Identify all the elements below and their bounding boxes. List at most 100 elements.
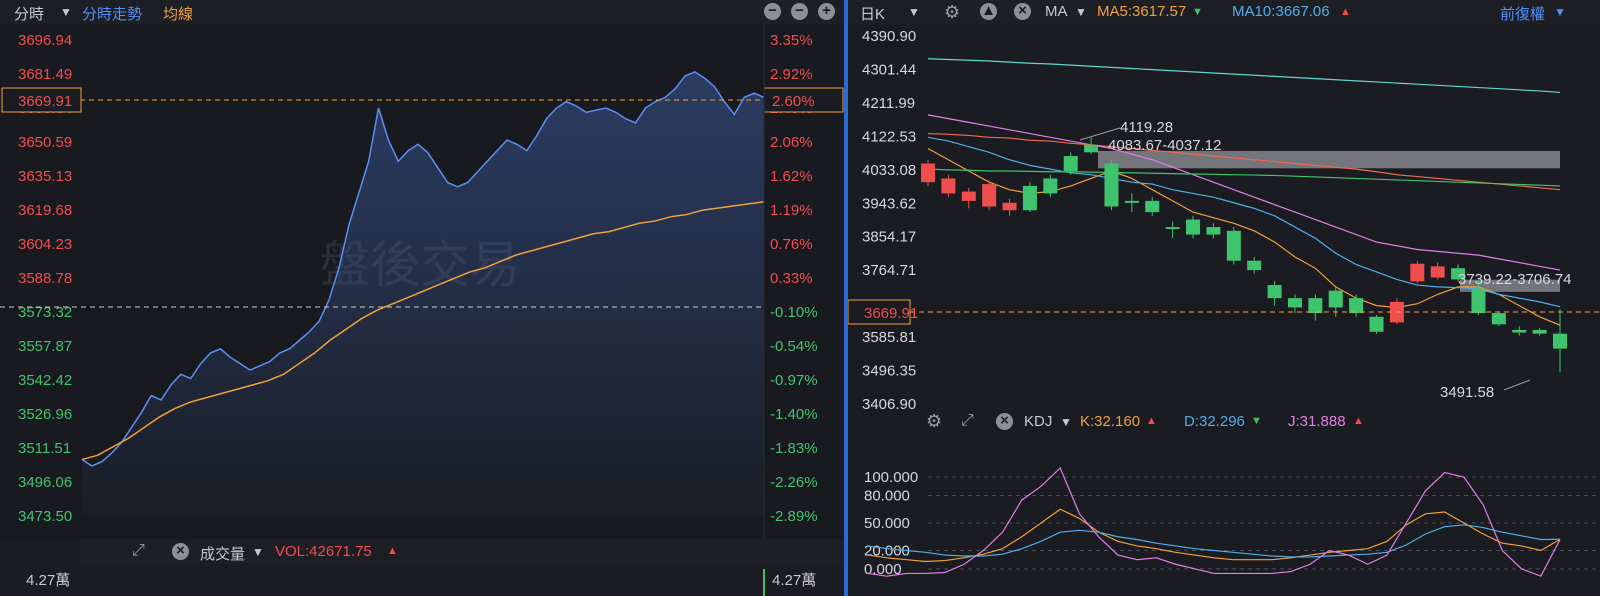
pct-tick: -0.10% [770, 304, 818, 321]
price-tick: 3619.68 [18, 202, 72, 219]
kdj-line-j [867, 466, 1561, 577]
kdj-tick: 100.000 [864, 469, 918, 486]
down-arrow-icon: ▼ [1251, 415, 1262, 427]
expand-icon[interactable]: ⤢ [961, 412, 974, 429]
zoom-in-icon[interactable]: + [818, 3, 835, 20]
price-tick: 3635.13 [18, 168, 72, 185]
pct-tick: 2.92% [770, 66, 813, 83]
ma-selector[interactable]: MA [1045, 3, 1068, 20]
remove-icon[interactable]: − [791, 3, 808, 20]
current-price-label: 3669.91 [18, 93, 72, 110]
kdj-k-value: K:32.160 [1080, 413, 1141, 430]
price-area [82, 71, 764, 517]
period-selector[interactable]: 分時 [14, 6, 45, 23]
daily-k-panel: 日K ▼ ⚙ ▲ × MA ▼ MA5:3617.57 ▼ MA10:3667.… [848, 0, 1600, 596]
price-tick: 4033.08 [862, 162, 916, 179]
kdj-line-k [867, 508, 1561, 563]
zoom-out-icon[interactable]: − [764, 3, 781, 20]
candle-body [1104, 163, 1119, 207]
candle-body [1430, 266, 1445, 278]
range-band [1098, 150, 1560, 169]
close-icon[interactable]: × [172, 543, 189, 560]
avg-legend: 均線 [163, 6, 194, 23]
expand-icon[interactable]: ⤢ [132, 542, 145, 559]
adjust-selector[interactable]: 前復權 [1500, 6, 1546, 23]
chevron-down-icon[interactable]: ▼ [1075, 5, 1087, 19]
volume-value: VOL:42671.75 [275, 543, 372, 560]
price-tick: 3585.81 [862, 329, 916, 346]
avg-line [81, 201, 765, 461]
price-tick: 3496.06 [18, 474, 72, 491]
current-pct-box [763, 87, 844, 113]
price-tick: 3542.42 [18, 372, 72, 389]
pct-tick: 1.62% [770, 168, 813, 185]
candle-body [1186, 219, 1201, 235]
price-tick: 3696.94 [18, 32, 72, 49]
kdj-j-value: J:31.888 [1288, 413, 1346, 430]
candle-body [1532, 329, 1547, 334]
low-annotation: 3491.58 [1440, 384, 1494, 401]
price-tick: 3650.59 [18, 134, 72, 151]
kdj-tick: 80.000 [864, 488, 910, 505]
price-tick: 3588.78 [18, 270, 72, 287]
chevron-down-icon[interactable]: ▼ [60, 5, 72, 19]
range-annotation: 4083.67-4037.12 [1108, 137, 1221, 154]
gear-icon[interactable]: ⚙ [926, 411, 943, 431]
current-price-label: 3669.91 [864, 305, 918, 322]
price-tick: 3573.32 [18, 304, 72, 321]
kdj-selector[interactable]: KDJ [1024, 413, 1053, 430]
candle-body [1553, 333, 1567, 349]
candle-body [1063, 156, 1078, 171]
candle-body [1022, 185, 1037, 211]
pct-tick: 0.33% [770, 270, 813, 287]
up-arrow-icon: ▲ [1353, 415, 1364, 427]
close-icon[interactable]: × [1014, 3, 1031, 20]
pct-tick: 1.19% [770, 202, 813, 219]
chevron-down-icon[interactable]: ▼ [908, 5, 920, 19]
kdj-d-value: D:32.296 [1184, 413, 1245, 430]
candle-body [1349, 298, 1364, 314]
kdj-line-d [867, 524, 1561, 558]
volume-label[interactable]: 成交量 [200, 546, 246, 563]
current-price-box [848, 299, 911, 325]
kdj-toolbar: ⚙ ⤢ × KDJ ▼ K:32.160 ▲ D:32.296 ▼ J:31.8… [848, 409, 1600, 435]
kdj-tick: 50.000 [864, 515, 910, 532]
price-tick: 4390.90 [862, 28, 916, 45]
candle-body [1471, 288, 1486, 314]
intraday-chart: 盤後交易3696.943681.493666.043650.593635.133… [0, 24, 844, 596]
close-icon[interactable]: × [996, 413, 1013, 430]
candle-body [1451, 268, 1466, 280]
candle-body [1512, 329, 1527, 333]
drop-icon[interactable]: ▲ [980, 2, 997, 20]
candle-body [1226, 230, 1241, 261]
up-arrow-icon: ▲ [1146, 415, 1157, 427]
candle-body [1287, 298, 1302, 308]
panel-divider[interactable] [844, 0, 848, 596]
pct-tick: -1.83% [770, 440, 818, 457]
up-arrow-icon: ▲ [1340, 6, 1351, 18]
candle-body [1410, 263, 1425, 282]
pct-tick: -2.26% [770, 474, 818, 491]
candle-body [1043, 178, 1058, 194]
gear-icon[interactable]: ⚙ [944, 2, 961, 22]
period-selector[interactable]: 日K [860, 6, 886, 23]
range-annotation: 3739.22-3706.74 [1458, 271, 1571, 288]
candle-body [961, 191, 976, 201]
pct-tick: 2.06% [770, 134, 813, 151]
volume-axis-right: 4.27萬 [772, 572, 817, 589]
price-tick: 3854.17 [862, 229, 916, 246]
ma5-value: MA5:3617.57 [1097, 3, 1187, 20]
candle-body [1247, 260, 1262, 271]
intraday-panel: 分時 ▼ 分時走勢 均線 − − + 盤後交易3696.943681.49366… [0, 2, 844, 596]
trend-legend: 分時走勢 [82, 6, 143, 23]
chevron-down-icon[interactable]: ▼ [252, 545, 264, 559]
price-line [81, 70, 765, 467]
annotation-leader [1079, 127, 1121, 141]
candle-body [1267, 285, 1282, 299]
candle-body [1491, 313, 1506, 325]
chevron-down-icon[interactable]: ▼ [1060, 415, 1072, 429]
price-tick: 4122.53 [862, 128, 916, 145]
chevron-down-icon[interactable]: ▼ [1554, 5, 1566, 19]
candle-body [982, 184, 997, 207]
daily-toolbar: 日K ▼ ⚙ ▲ × MA ▼ MA5:3617.57 ▼ MA10:3667.… [848, 0, 1600, 24]
